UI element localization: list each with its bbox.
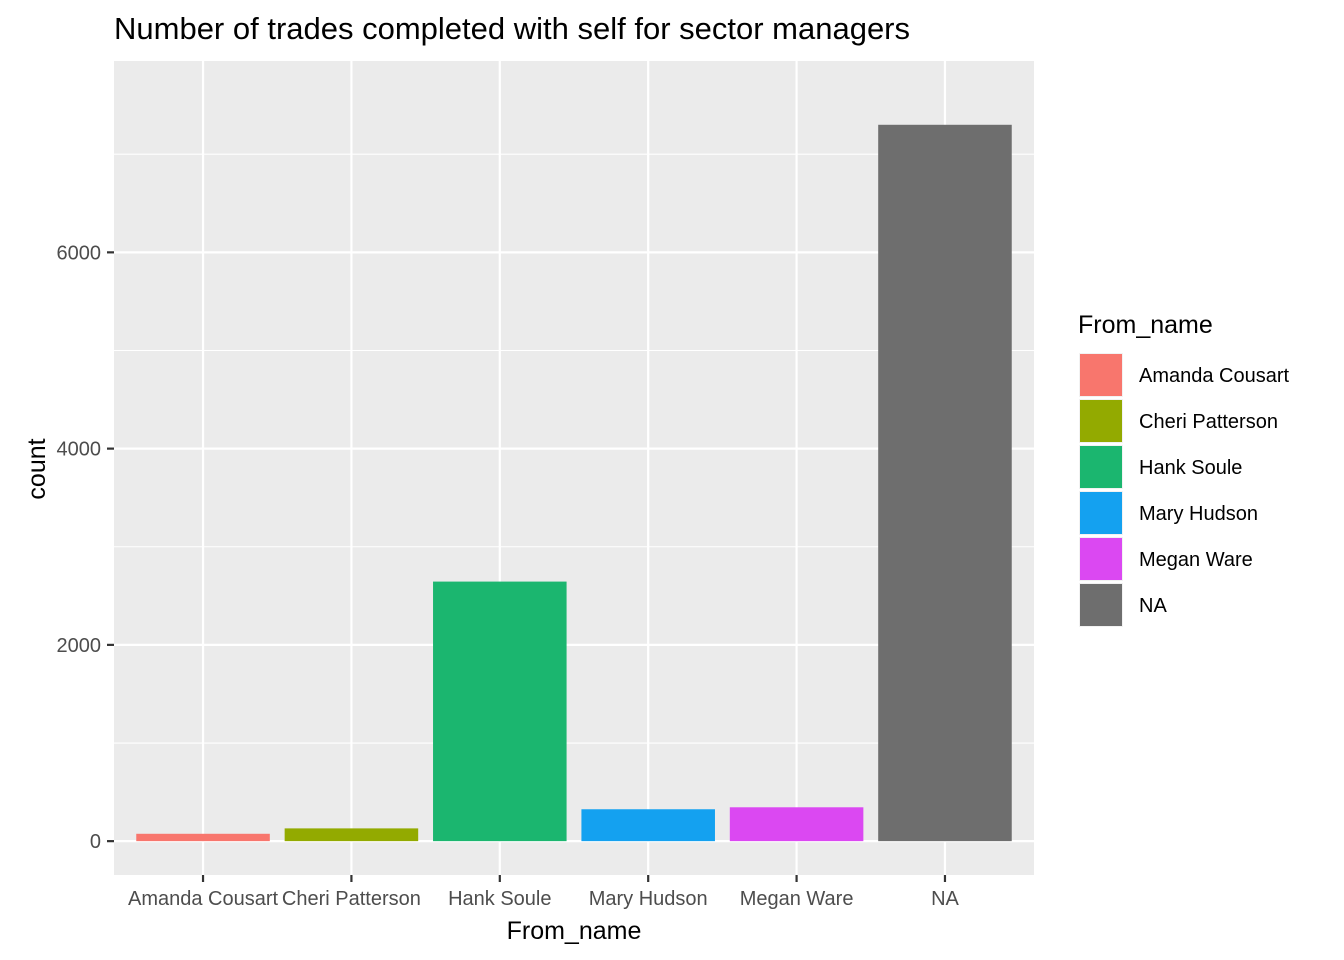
x-tick-label: Megan Ware bbox=[740, 888, 854, 910]
legend-label: Amanda Cousart bbox=[1139, 365, 1290, 387]
legend-swatch bbox=[1080, 354, 1122, 396]
x-tick-label: NA bbox=[931, 888, 959, 910]
y-tick-label: 0 bbox=[90, 831, 101, 853]
chart-title: Number of trades completed with self for… bbox=[114, 11, 910, 46]
x-axis: Amanda Cousart Cheri Patterson Hank Soule M… bbox=[128, 875, 960, 910]
legend: From_name Amanda Cousart Cheri Patterson H… bbox=[1078, 311, 1290, 627]
x-axis-title: From_name bbox=[507, 917, 642, 945]
legend-label: Megan Ware bbox=[1139, 549, 1253, 571]
legend-label: Mary Hudson bbox=[1139, 503, 1258, 525]
legend-label: Cheri Patterson bbox=[1139, 411, 1278, 433]
bar bbox=[284, 828, 419, 842]
legend-label: NA bbox=[1139, 595, 1167, 617]
legend-swatch bbox=[1080, 492, 1122, 534]
legend-swatch bbox=[1080, 584, 1122, 626]
bar bbox=[878, 124, 1012, 842]
y-tick-label: 2000 bbox=[57, 635, 102, 657]
y-tick-label: 4000 bbox=[57, 439, 102, 461]
bar bbox=[433, 581, 567, 842]
bar bbox=[729, 807, 864, 842]
bar bbox=[581, 809, 715, 842]
y-axis: 0 2000 4000 6000 bbox=[57, 242, 114, 853]
x-tick-label: Amanda Cousart bbox=[128, 888, 279, 910]
bars bbox=[136, 124, 1012, 842]
x-tick-label: Cheri Patterson bbox=[282, 888, 421, 910]
legend-title: From_name bbox=[1078, 311, 1213, 339]
legend-swatch bbox=[1080, 538, 1122, 580]
bar bbox=[136, 833, 270, 842]
legend-swatch bbox=[1080, 400, 1122, 442]
legend-swatch bbox=[1080, 446, 1122, 488]
legend-label: Hank Soule bbox=[1139, 457, 1242, 479]
y-axis-title: count bbox=[23, 438, 51, 499]
y-tick-label: 6000 bbox=[57, 242, 102, 264]
x-tick-label: Mary Hudson bbox=[589, 888, 708, 910]
x-tick-label: Hank Soule bbox=[448, 888, 551, 910]
